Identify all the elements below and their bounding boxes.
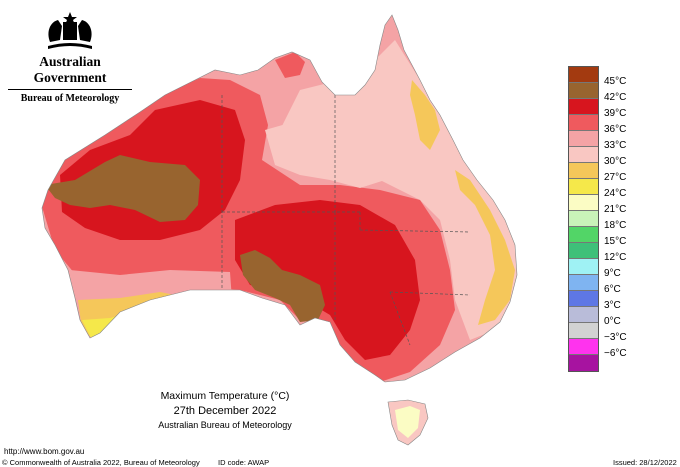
- zone-39-42-south: [235, 200, 420, 360]
- copyright-text: © Commonwealth of Australia 2022, Bureau…: [2, 458, 200, 467]
- mainland-coastline: [41, 14, 518, 383]
- legend-color-bar: [568, 66, 599, 372]
- legend-label: −6°C: [604, 348, 627, 359]
- legend-label: 24°C: [604, 188, 627, 199]
- map-title: Maximum Temperature (°C): [160, 390, 290, 402]
- government-name: Australian Government: [33, 54, 107, 85]
- legend-label: 42°C: [604, 92, 627, 103]
- legend-swatch: [569, 339, 598, 355]
- legend-label: −3°C: [604, 332, 627, 343]
- map-caption: Maximum Temperature (°C) 27th December 2…: [150, 390, 300, 430]
- issued-date: Issued: 28/12/2022: [613, 458, 677, 467]
- zone-30-33-inner: [265, 120, 385, 188]
- legend-label: 39°C: [604, 108, 627, 119]
- legend-swatch: [569, 67, 598, 83]
- website-link[interactable]: http://www.bom.gov.au: [4, 447, 85, 456]
- id-code: ID code: AWAP: [218, 458, 270, 467]
- legend-swatch: [569, 83, 598, 99]
- bureau-name: Bureau of Meteorology: [20, 93, 120, 104]
- legend-swatch: [569, 291, 598, 307]
- state-borders: [221, 95, 471, 346]
- zone-27-30-east-coast: [455, 170, 515, 325]
- legend-swatch: [569, 227, 598, 243]
- legend-swatch: [569, 355, 598, 371]
- government-logo: Australian Government Bureau of Meteorol…: [8, 12, 132, 104]
- legend-swatch: [569, 131, 598, 147]
- zone-36-39-topend: [275, 52, 305, 78]
- legend-label: 3°C: [604, 300, 621, 311]
- legend-swatch: [569, 99, 598, 115]
- logo-divider: [8, 89, 132, 90]
- legend-swatch: [569, 275, 598, 291]
- legend-label: 15°C: [604, 236, 627, 247]
- legend-swatch: [569, 179, 598, 195]
- footer: © Commonwealth of Australia 2022, Bureau…: [0, 458, 680, 467]
- tasmania-zone-21-24: [395, 406, 420, 438]
- legend-label: 36°C: [604, 124, 627, 135]
- legend-label: 9°C: [604, 268, 621, 279]
- legend-swatch: [569, 259, 598, 275]
- legend-label: 45°C: [604, 76, 627, 87]
- legend-swatch: [569, 147, 598, 163]
- map-date: 27th December 2022: [173, 405, 277, 417]
- zone-42-45-south: [240, 250, 325, 322]
- legend-swatch: [569, 163, 598, 179]
- legend-swatch: [569, 115, 598, 131]
- legend-swatch: [569, 243, 598, 259]
- zone-27-30-qld-coast: [410, 80, 440, 150]
- legend-swatch: [569, 323, 598, 339]
- legend-swatch: [569, 211, 598, 227]
- zone-42-45-west: [45, 155, 200, 222]
- legend-swatch: [569, 195, 598, 211]
- legend-label: 33°C: [604, 140, 627, 151]
- legend-label: 18°C: [604, 220, 627, 231]
- zone-30-33-east: [280, 40, 517, 340]
- legend-label: 21°C: [604, 204, 627, 215]
- map-source: Australian Bureau of Meteorology: [158, 420, 292, 430]
- legend-label: 27°C: [604, 172, 627, 183]
- legend-label: 30°C: [604, 156, 627, 167]
- legend-swatch: [569, 307, 598, 323]
- coat-of-arms-icon: [48, 12, 92, 49]
- legend-label: 0°C: [604, 316, 621, 327]
- legend-label: 6°C: [604, 284, 621, 295]
- legend-label: 12°C: [604, 252, 627, 263]
